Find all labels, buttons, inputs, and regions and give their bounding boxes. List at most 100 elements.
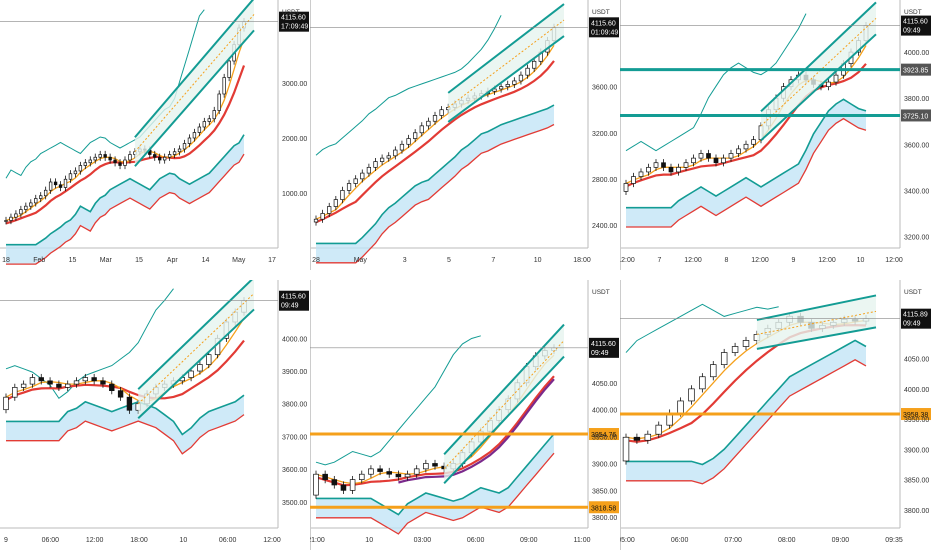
level-badge: 3954.76 [589, 428, 619, 441]
x-tick-label: 15 [135, 257, 143, 264]
x-tick-label: 09:00 [520, 537, 538, 544]
candle-body [399, 143, 405, 151]
candle-body [661, 162, 666, 168]
candle-body [322, 473, 328, 480]
candle-body [53, 181, 58, 186]
candle-body [353, 178, 358, 184]
candle-body [505, 84, 510, 88]
candle-body [633, 436, 641, 441]
candle-body [423, 463, 429, 470]
price-badge: 4115.60 01:09:49 [589, 17, 619, 38]
candle-body [340, 190, 345, 200]
candle-body [313, 218, 319, 223]
candle-body [743, 143, 749, 150]
currency-label: USDT [282, 9, 300, 16]
candle-body [631, 176, 636, 184]
candle-body [202, 121, 207, 128]
x-tick-label: 8 [725, 257, 729, 264]
price-badge: 4115.60 09:49 [279, 290, 309, 311]
y-tick-label: 3400.00 [904, 188, 929, 195]
currency-label: USDT [592, 9, 610, 16]
candle-body [207, 118, 211, 122]
candle-body [68, 173, 73, 180]
candle-body [432, 463, 438, 467]
x-tick-label: 12:00 [86, 537, 104, 544]
x-tick-label: 9 [4, 537, 8, 544]
x-tick-label: 18:00 [130, 537, 148, 544]
lagging-span-line [315, 15, 502, 156]
y-tick-label: 3850.00 [592, 488, 617, 495]
cloud-span-b [6, 414, 245, 455]
candle-body [710, 364, 717, 378]
candle-body [395, 473, 402, 478]
candle-body [699, 376, 706, 390]
candle-body [386, 471, 393, 475]
candle-body [98, 154, 102, 158]
candle-body [3, 396, 9, 411]
candle-body [109, 383, 115, 391]
x-tick-label: 12:00 [620, 257, 635, 264]
price-label: 4115.60 [591, 20, 616, 27]
y-tick-label: 3800.00 [592, 515, 617, 522]
y-tick-label: 3500.00 [282, 500, 307, 507]
candle-body [340, 484, 347, 491]
level-badge-bg [589, 501, 619, 514]
candle-body [172, 151, 177, 155]
candle-body [29, 202, 33, 207]
channel-lower-line [443, 355, 565, 485]
x-tick-label: 09:00 [832, 537, 850, 544]
candle-body [373, 161, 378, 168]
candle-body [117, 390, 124, 398]
level-badge-label: 3954.76 [591, 432, 616, 439]
price-badge-bg [589, 337, 619, 358]
candle-body [12, 387, 18, 398]
candle-body [88, 159, 92, 164]
candle-body [73, 380, 80, 385]
candle-body [108, 156, 112, 161]
y-tick-label: 3200.00 [592, 131, 617, 138]
lagging-span-line [625, 303, 779, 353]
candle-body [377, 468, 383, 472]
candle-body [713, 157, 719, 164]
candle-body [826, 81, 831, 88]
price-label: 4115.60 [281, 15, 306, 22]
x-tick-label: Apr [167, 257, 179, 264]
candle-body [413, 468, 420, 475]
channel-lower-line [134, 29, 255, 167]
y-tick-label: 3800.00 [904, 508, 929, 515]
candle-body [331, 479, 338, 486]
candle-body [683, 162, 689, 168]
y-tick-label: 3950.00 [904, 417, 929, 424]
level-badge-bg [901, 408, 931, 421]
candle-body [197, 126, 202, 133]
ichimoku-cloud [6, 395, 244, 454]
candle-body [126, 396, 133, 411]
x-tick-label: 12:00 [263, 537, 281, 544]
y-tick-label: 4000.00 [904, 387, 929, 394]
candle-body [691, 157, 696, 164]
candle-body [404, 473, 411, 478]
x-tick-label: 9 [792, 257, 796, 264]
candle-body [677, 400, 684, 414]
candle-body [78, 165, 83, 172]
price-badge-bg [901, 308, 931, 329]
x-tick-label: 06:00 [219, 537, 237, 544]
channel-lower-line [137, 308, 255, 419]
ichimoku-cloud [626, 99, 866, 227]
lagging-span-line [315, 335, 481, 466]
candle-body [393, 149, 398, 157]
y-tick-label: 3900.00 [592, 461, 617, 468]
candle-body [197, 364, 203, 372]
candle-body [731, 346, 739, 353]
ichimoku-cloud [316, 433, 554, 534]
x-tick-label: 06:00 [467, 537, 485, 544]
y-tick-label: 2800.00 [592, 177, 617, 184]
x-tick-label: 21:00 [310, 537, 325, 544]
x-tick-label: Feb [33, 257, 45, 264]
x-tick-label: May [232, 257, 246, 264]
currency-label: USDT [904, 9, 922, 16]
candle-body [113, 159, 117, 164]
price-badge-bg [589, 17, 619, 38]
trend-channel-fill [756, 295, 876, 349]
